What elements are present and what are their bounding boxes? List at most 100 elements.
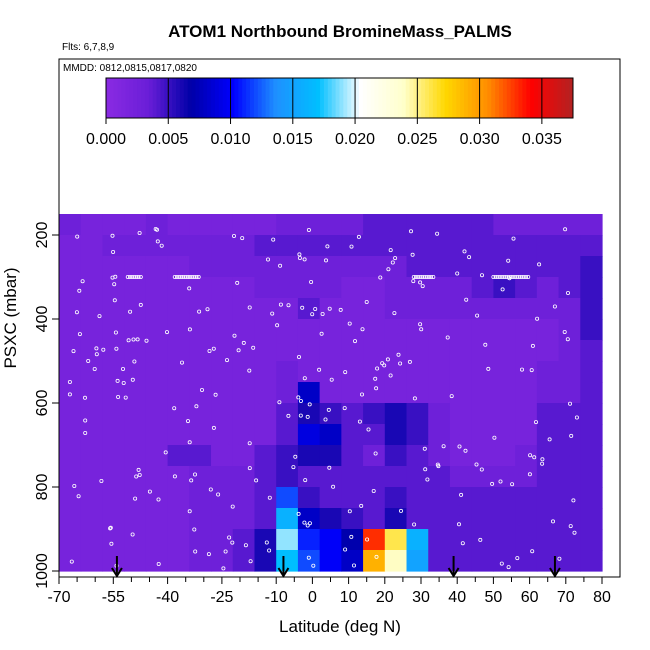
heatmap-cell xyxy=(363,403,386,425)
sample-marker xyxy=(248,559,253,564)
sample-marker xyxy=(351,563,356,568)
heatmap-cell xyxy=(232,235,256,257)
heatmap-cell xyxy=(102,424,125,446)
heatmap-cell xyxy=(297,487,321,509)
heatmap-cell xyxy=(471,340,494,362)
heatmap-cell xyxy=(428,424,451,446)
colorbar-segment xyxy=(230,78,235,118)
heatmap-cell xyxy=(449,298,473,320)
colorbar-segment xyxy=(452,78,457,118)
colorbar-segment xyxy=(207,78,212,118)
sample-marker xyxy=(137,230,142,235)
heatmap-cell xyxy=(102,529,125,551)
sample-marker xyxy=(445,335,450,340)
sample-marker xyxy=(197,309,202,314)
heatmap-cell xyxy=(211,214,234,236)
sample-marker xyxy=(510,274,515,279)
colorbar: 0.000 0.005 0.010 0.015 0.020 0.025 0.030 0.035 xyxy=(86,77,574,148)
sample-marker xyxy=(349,534,354,539)
heatmap-cell xyxy=(102,487,125,509)
sample-marker xyxy=(364,299,369,304)
heatmap-cell xyxy=(428,277,451,299)
sample-marker xyxy=(423,467,428,472)
heatmap-cell xyxy=(276,235,299,257)
heatmap-cell xyxy=(428,319,451,341)
heatmap-cell xyxy=(558,361,581,383)
sample-marker xyxy=(108,526,113,531)
sample-marker xyxy=(499,561,504,566)
colorbar-segment xyxy=(191,78,197,118)
sample-marker xyxy=(306,227,311,232)
heatmap-cell xyxy=(167,235,190,257)
heatmap-cell xyxy=(319,277,342,299)
sample-marker xyxy=(187,440,192,445)
colorbar-segment xyxy=(312,78,317,118)
sample-marker xyxy=(156,562,161,567)
heatmap-cell xyxy=(211,361,234,383)
colorbar-segment xyxy=(460,78,465,118)
colorbar-segment xyxy=(362,78,368,118)
sample-marker xyxy=(108,525,113,530)
heatmap-cell xyxy=(580,508,603,530)
sample-marker xyxy=(498,479,503,484)
heatmap-cell xyxy=(102,361,125,383)
sample-marker xyxy=(235,280,240,285)
sample-marker xyxy=(247,466,252,471)
sample-marker xyxy=(422,274,427,279)
sample-marker xyxy=(309,279,314,284)
sample-marker xyxy=(189,478,194,483)
heatmap-cell xyxy=(341,550,364,572)
sample-marker xyxy=(359,503,364,508)
colorbar-segment xyxy=(343,78,348,118)
sample-marker xyxy=(419,327,424,332)
heatmap-cell xyxy=(80,361,104,383)
sample-marker xyxy=(435,462,440,467)
sample-marker xyxy=(490,481,495,486)
heatmap-cell xyxy=(124,466,147,488)
heatmap-cell xyxy=(406,466,429,488)
sample-marker xyxy=(347,509,352,514)
heatmap-cell xyxy=(558,445,581,467)
sample-marker xyxy=(506,258,511,263)
sample-marker xyxy=(247,441,252,446)
sample-marker xyxy=(67,392,72,397)
colorbar-segment xyxy=(160,78,165,118)
heatmap-cell xyxy=(384,508,408,530)
sample-marker xyxy=(67,379,72,384)
sample-marker xyxy=(92,366,97,371)
colorbar-segment xyxy=(475,78,481,118)
sample-marker xyxy=(121,380,126,385)
heatmap-cell xyxy=(232,403,256,425)
heatmap-cell xyxy=(384,424,408,446)
x-axis-label: Latitude (deg N) xyxy=(279,617,401,636)
y-tick-label: 400 xyxy=(34,306,51,333)
sample-marker xyxy=(386,267,391,272)
heatmap-cell xyxy=(580,382,603,404)
colorbar-segment xyxy=(495,78,500,118)
sample-marker xyxy=(565,337,570,342)
colorbar-segment xyxy=(331,78,337,118)
heatmap-cell xyxy=(319,487,342,509)
sample-marker xyxy=(574,415,579,420)
heatmap-cell xyxy=(254,487,277,509)
sample-marker xyxy=(69,559,74,564)
heatmap-cell xyxy=(80,277,104,299)
sample-marker xyxy=(86,358,91,363)
colorbar-segment xyxy=(440,78,446,118)
sample-marker xyxy=(247,368,252,373)
heatmap-cell xyxy=(536,529,560,551)
colorbar-segment xyxy=(355,78,360,118)
heatmap-cell xyxy=(406,235,429,257)
heatmap-cell xyxy=(254,529,277,551)
heatmap-cell xyxy=(167,214,190,236)
heatmap-cell xyxy=(59,214,82,236)
heatmap-cell xyxy=(471,529,494,551)
heatmap-cell xyxy=(211,550,234,572)
sample-marker xyxy=(343,370,348,375)
heatmap-cell xyxy=(211,403,234,425)
heatmap-cell xyxy=(449,466,473,488)
heatmap-cell xyxy=(59,403,82,425)
heatmap-cell xyxy=(319,466,342,488)
colorbar-segment xyxy=(214,78,220,118)
heatmap-cell xyxy=(276,340,299,362)
